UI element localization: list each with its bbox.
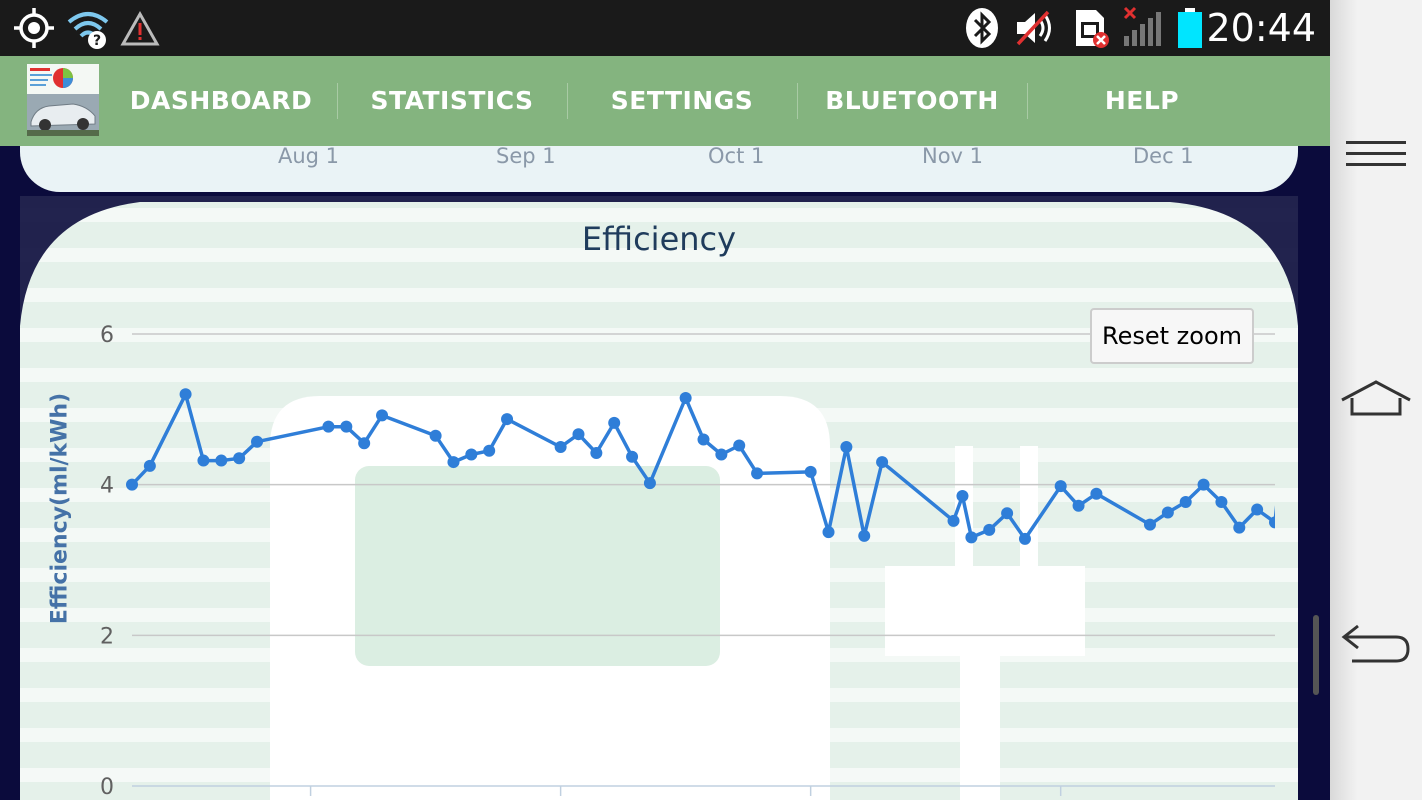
data-point	[956, 489, 969, 502]
data-point	[1269, 516, 1275, 529]
data-point	[1179, 495, 1192, 508]
data-point	[197, 454, 210, 467]
data-point	[322, 420, 335, 433]
y-tick-label: 6	[100, 323, 114, 348]
prev-x-tick: Dec 1	[1133, 146, 1194, 168]
data-point	[590, 447, 603, 460]
statistics-content[interactable]: Aug 1 Sep 1 Oct 1 Nov 1 Dec 1	[0, 146, 1330, 800]
home-icon[interactable]	[1336, 370, 1416, 430]
data-point	[251, 435, 264, 448]
data-point	[447, 456, 460, 469]
data-point	[1161, 506, 1174, 519]
system-nav-bar	[1330, 0, 1422, 800]
tab-separator	[567, 83, 568, 119]
reset-zoom-button[interactable]: Reset zoom	[1090, 308, 1254, 364]
tab-separator	[337, 83, 338, 119]
wifi-question-icon: ?	[67, 12, 109, 49]
chart-title: Efficiency	[581, 220, 737, 258]
data-point	[947, 514, 960, 527]
battery-icon	[1178, 8, 1202, 48]
data-point	[751, 467, 764, 480]
data-point	[429, 429, 442, 442]
tab-dashboard[interactable]: DASHBOARD	[129, 86, 313, 115]
efficiency-chart-card[interactable]: 024613. Oct27. Oct10. Nov24. Nov Efficie…	[20, 196, 1298, 800]
data-point	[1054, 480, 1067, 493]
data-point	[679, 392, 692, 405]
data-point	[483, 444, 496, 457]
tab-bar: DASHBOARD STATISTICS SETTINGS BLUETOOTH …	[0, 56, 1330, 146]
data-point	[1018, 532, 1031, 545]
status-bar: ?	[0, 0, 1330, 56]
bluetooth-icon	[966, 8, 998, 48]
data-point	[501, 413, 514, 426]
data-point	[804, 465, 817, 478]
gps-icon	[14, 8, 54, 48]
menu-icon[interactable]	[1336, 124, 1416, 184]
warning-icon	[120, 10, 160, 46]
svg-text:?: ?	[93, 33, 101, 49]
tab-bluetooth[interactable]: BLUETOOTH	[825, 86, 999, 115]
prev-x-tick: Sep 1	[496, 146, 556, 168]
data-point	[1233, 521, 1246, 534]
prev-x-tick: Aug 1	[278, 146, 340, 168]
data-point	[1072, 499, 1085, 512]
data-point	[858, 529, 871, 542]
data-point	[715, 448, 728, 461]
signal-no-service-icon	[1123, 6, 1161, 46]
data-point	[1296, 516, 1298, 528]
y-tick-label: 0	[100, 775, 114, 800]
data-point	[1278, 430, 1290, 442]
data-point	[126, 478, 138, 491]
data-point	[465, 448, 478, 461]
data-point	[608, 416, 621, 429]
app-logo	[27, 64, 99, 136]
scrollbar-thumb[interactable]	[1313, 615, 1319, 695]
background-watermark	[20, 196, 1298, 800]
data-point	[215, 454, 228, 467]
data-point	[840, 441, 853, 453]
tab-separator	[1027, 83, 1028, 119]
y-tick-label: 2	[100, 624, 114, 649]
tab-settings[interactable]: SETTINGS	[610, 86, 754, 115]
data-point	[733, 439, 746, 452]
tab-separator	[797, 83, 798, 119]
data-point	[143, 459, 156, 472]
data-point	[1287, 539, 1298, 551]
series-line	[130, 392, 1275, 541]
prev-x-tick: Oct 1	[708, 146, 765, 168]
data-point	[876, 456, 889, 469]
data-point	[1215, 495, 1228, 508]
data-point	[1090, 487, 1103, 500]
prev-x-tick: Nov 1	[922, 146, 984, 168]
data-point	[1197, 478, 1210, 491]
data-point	[626, 450, 639, 463]
efficiency-line-chart[interactable]: 024613. Oct27. Oct10. Nov24. Nov	[20, 196, 1298, 800]
back-icon[interactable]	[1336, 614, 1416, 674]
previous-chart-fragment: Aug 1 Sep 1 Oct 1 Nov 1 Dec 1	[20, 146, 1298, 192]
data-point	[572, 428, 585, 441]
car-logo-icon	[27, 64, 99, 136]
data-point	[965, 531, 978, 544]
data-point	[1143, 518, 1156, 531]
data-point	[697, 433, 710, 446]
y-tick-label: 4	[100, 474, 114, 499]
data-point	[554, 441, 567, 453]
tab-help[interactable]: HELP	[1104, 86, 1180, 115]
data-point	[1251, 503, 1264, 516]
data-point	[1001, 507, 1014, 520]
data-point	[340, 420, 353, 433]
data-point	[358, 437, 371, 450]
volume-muted-icon	[1016, 10, 1051, 46]
tab-statistics[interactable]: STATISTICS	[370, 86, 534, 115]
clock: 20:44	[1206, 6, 1316, 50]
data-point	[233, 452, 246, 465]
data-point	[643, 477, 656, 490]
data-point	[822, 526, 835, 539]
data-point	[179, 388, 192, 401]
sim-error-icon	[1076, 10, 1109, 48]
y-axis-label: Efficiency(ml/kWh)	[47, 392, 73, 625]
data-point	[376, 409, 389, 422]
data-point	[983, 523, 996, 536]
